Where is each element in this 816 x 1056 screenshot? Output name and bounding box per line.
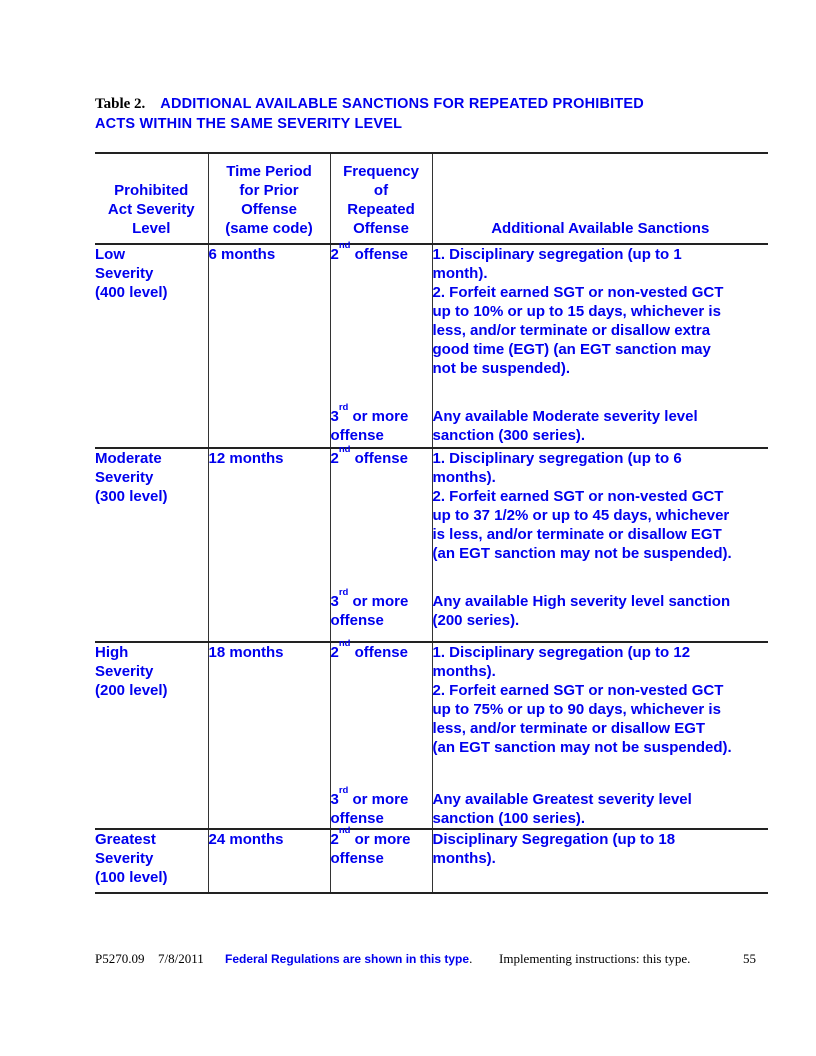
ordinal-base: 2: [330, 831, 339, 848]
severity-group-greatest: Greatest Severity (100 level) 24 months …: [95, 826, 768, 894]
offense-label: or more offense: [330, 408, 409, 444]
time-period-cell: 18 months: [207, 642, 330, 830]
sanctions-cell: 1. Disciplinary segregation (up to 1 mon…: [431, 244, 768, 404]
frequency-cell: 3rd or more offense: [329, 785, 432, 830]
frequency-cell: 2nd or more offense: [329, 826, 432, 894]
severity-group-high: High Severity (200 level) 18 months 2nd …: [95, 639, 768, 830]
severity-group-moderate: Moderate Severity (300 level) 12 months …: [95, 445, 768, 643]
sanctions-cell: Disciplinary Segregation (up to 18 month…: [431, 829, 768, 894]
ordinal-base: 2: [330, 246, 339, 263]
severity-level-cell: High Severity (200 level): [95, 642, 208, 830]
frequency-cell: 3rd or more offense: [329, 402, 432, 449]
offense-label: offense: [350, 450, 408, 467]
table-row: 3rd or more offense Any available High s…: [95, 587, 768, 643]
sanctions-cell: Any available High severity level sancti…: [431, 589, 768, 643]
page-title: ADDITIONAL AVAILABLE SANCTIONS FOR REPEA…: [95, 96, 644, 132]
sanctions-cell: 1. Disciplinary segregation (up to 12 mo…: [431, 642, 768, 787]
frequency-cell: 2nd offense: [329, 241, 432, 404]
ordinal-superscript: rd: [338, 785, 349, 796]
ordinal-superscript: nd: [338, 638, 351, 649]
time-period-cell: 6 months: [207, 244, 330, 449]
table-row: Greatest Severity (100 level) 24 months …: [95, 826, 768, 894]
ordinal-superscript: rd: [338, 402, 349, 413]
table-row: 3rd or more offense Any available Greate…: [95, 785, 768, 830]
frequency-cell: 2nd offense: [329, 445, 432, 589]
table-row: 3rd or more offense Any available Modera…: [95, 402, 768, 449]
table-row: High Severity (200 level) 18 months 2nd …: [95, 639, 768, 830]
table-row: Low Severity (400 level) 6 months 2nd of…: [95, 241, 768, 449]
time-period-cell: 12 months: [207, 448, 330, 643]
column-header-sanctions: Additional Available Sanctions: [431, 152, 768, 245]
sanctions-cell: Any available Greatest severity level sa…: [431, 787, 768, 830]
ordinal-base: 3: [330, 408, 339, 425]
page-footer: P5270.09 7/8/2011 Federal Regulations ar…: [95, 951, 775, 969]
ordinal-superscript: nd: [338, 240, 351, 251]
sanctions-table: Prohibited Act Severity Level Time Perio…: [95, 152, 768, 894]
frequency-cell: 2nd offense: [329, 639, 432, 787]
offense-label: offense: [350, 246, 408, 263]
ordinal-superscript: rd: [338, 587, 349, 598]
sanctions-cell: Any available Moderate severity level sa…: [431, 404, 768, 449]
time-period-cell: 24 months: [207, 829, 330, 894]
ordinal-superscript: nd: [338, 825, 351, 836]
sanctions-cell: 1. Disciplinary segregation (up to 6 mon…: [431, 448, 768, 589]
severity-level-cell: Moderate Severity (300 level): [95, 448, 208, 643]
severity-level-cell: Greatest Severity (100 level): [95, 829, 208, 894]
ordinal-superscript: nd: [338, 444, 351, 455]
ordinal-base: 2: [330, 644, 339, 661]
column-header-severity: Prohibited Act Severity Level: [95, 152, 208, 245]
frequency-cell: 3rd or more offense: [329, 587, 432, 643]
offense-label: or more offense: [330, 831, 411, 867]
instructions-note: Implementing instructions: this type.: [499, 951, 691, 966]
regulations-note: Federal Regulations are shown in this ty…: [225, 952, 470, 966]
page-number: 55: [743, 951, 756, 966]
offense-label: or more offense: [330, 593, 409, 629]
document-number: P5270.09: [95, 951, 145, 966]
ordinal-base: 3: [330, 791, 339, 808]
regulations-note-wrap: Federal Regulations are shown in this ty…: [225, 951, 472, 967]
table-number: Table 2.: [95, 96, 146, 112]
column-header-time-period: Time Period for Prior Offense (same code…: [207, 152, 330, 245]
table-header-row: Prohibited Act Severity Level Time Perio…: [95, 152, 768, 245]
ordinal-base: 3: [330, 593, 339, 610]
column-header-frequency: Frequency of Repeated Offense: [329, 152, 432, 245]
offense-label: or more offense: [330, 791, 409, 827]
table-caption: Table 2. ADDITIONAL AVAILABLE SANCTIONS F…: [95, 94, 755, 134]
document-date: 7/8/2011: [158, 951, 204, 966]
regulations-note-period: .: [469, 951, 473, 966]
severity-level-cell: Low Severity (400 level): [95, 244, 208, 449]
offense-label: offense: [350, 644, 408, 661]
severity-group-low: Low Severity (400 level) 6 months 2nd of…: [95, 241, 768, 449]
ordinal-base: 2: [330, 450, 339, 467]
table-row: Moderate Severity (300 level) 12 months …: [95, 445, 768, 643]
